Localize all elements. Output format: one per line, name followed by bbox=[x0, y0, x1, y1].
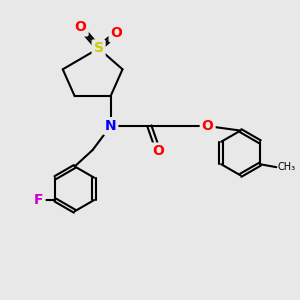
Text: O: O bbox=[202, 119, 214, 133]
Text: N: N bbox=[105, 119, 116, 133]
Text: O: O bbox=[111, 26, 122, 40]
Text: S: S bbox=[94, 41, 103, 56]
Text: CH₃: CH₃ bbox=[278, 162, 296, 172]
Text: O: O bbox=[152, 145, 164, 158]
Text: O: O bbox=[75, 20, 87, 34]
Text: F: F bbox=[34, 193, 44, 207]
